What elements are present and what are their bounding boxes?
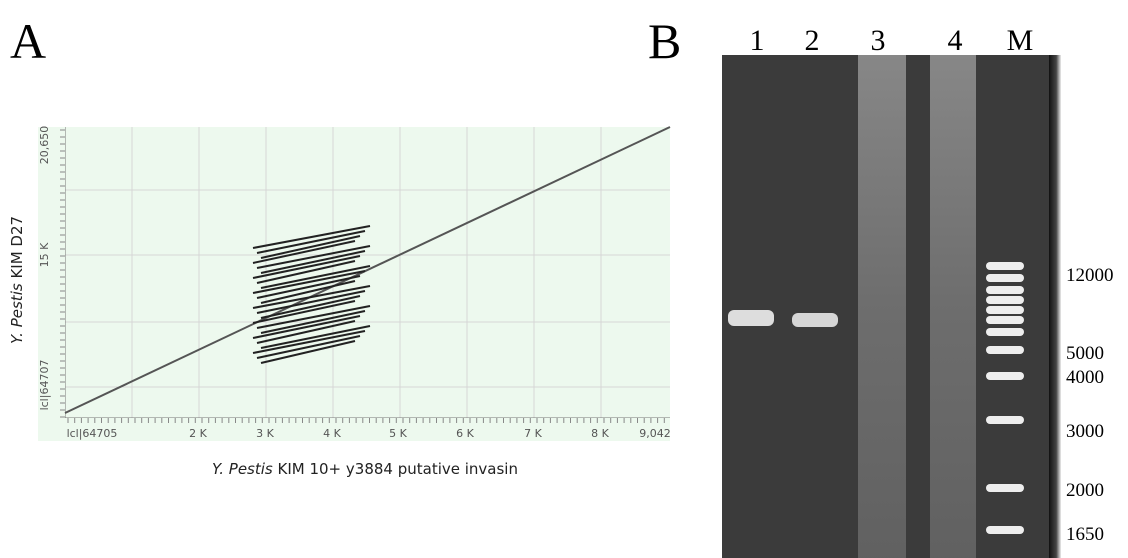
ladder-band bbox=[986, 484, 1024, 492]
hatch-line bbox=[252, 300, 356, 324]
y-tick-label: 15 K bbox=[38, 242, 51, 267]
lane-label: 2 bbox=[805, 24, 820, 57]
hatch-line bbox=[256, 275, 361, 299]
lane-label: 4 bbox=[948, 24, 963, 57]
ladder-label: 5000 bbox=[1066, 343, 1104, 364]
ladder-band bbox=[986, 274, 1024, 282]
hatch-line bbox=[260, 280, 356, 304]
hatch-line bbox=[252, 315, 361, 339]
hatch-line bbox=[260, 340, 356, 364]
hatch-line bbox=[260, 295, 361, 319]
ladder-band bbox=[986, 526, 1024, 534]
ladder-band bbox=[986, 372, 1024, 380]
hatch-line bbox=[252, 270, 366, 294]
smear-lane-3 bbox=[858, 55, 906, 558]
repeat-region bbox=[252, 225, 371, 364]
y-tick-label: lcl|64707 bbox=[38, 360, 51, 411]
ladder-band bbox=[986, 346, 1024, 354]
diagonal bbox=[64, 126, 671, 414]
hatch-line bbox=[260, 250, 366, 274]
x-tick-label: 6 K bbox=[456, 427, 474, 440]
lane-label: M bbox=[1007, 24, 1034, 57]
x-tick-label: 2 K bbox=[189, 427, 207, 440]
strain: KIM D27 bbox=[8, 216, 26, 283]
band bbox=[792, 313, 838, 327]
ladder-band bbox=[986, 328, 1024, 336]
hatch-line bbox=[260, 310, 366, 334]
hatch-line bbox=[256, 290, 366, 314]
ladder-label: 12000 bbox=[1066, 265, 1114, 286]
strain: KIM 10+ y3884 putative invasin bbox=[273, 460, 518, 478]
ladder-band bbox=[986, 262, 1024, 270]
band bbox=[728, 310, 774, 326]
hatch-line bbox=[256, 260, 356, 284]
x-tick-label: 8 K bbox=[591, 427, 609, 440]
hatch-line bbox=[260, 325, 371, 349]
ladder-band bbox=[986, 306, 1024, 314]
lane-label: 3 bbox=[871, 24, 886, 57]
ladder-band bbox=[986, 416, 1024, 424]
x-tick-label: 3 K bbox=[256, 427, 274, 440]
hatch-line bbox=[252, 285, 371, 309]
ladder-label: 1650 bbox=[1066, 524, 1104, 545]
ladder-band bbox=[986, 286, 1024, 294]
ladder-label: 3000 bbox=[1066, 421, 1104, 442]
hatch-line bbox=[260, 265, 371, 289]
y-axis-title: Y. Pestis KIM D27 bbox=[8, 216, 26, 344]
hatch-line bbox=[256, 320, 356, 344]
ladder-label: 2000 bbox=[1066, 480, 1104, 501]
hatch-line bbox=[260, 235, 361, 259]
x-tick-label: 4 K bbox=[323, 427, 341, 440]
x-axis-band bbox=[38, 418, 670, 441]
hatch-line bbox=[252, 255, 361, 279]
y-tick-label: 20,650 bbox=[38, 126, 51, 165]
ladder-band bbox=[986, 296, 1024, 304]
hatch-line bbox=[256, 245, 371, 269]
hatch-line bbox=[252, 225, 371, 249]
hatch-line bbox=[256, 230, 366, 254]
x-tick-label: 9,042 bbox=[639, 427, 671, 440]
ladder-band bbox=[986, 316, 1024, 324]
smear-lane-4 bbox=[930, 55, 976, 558]
panel-label: A bbox=[10, 13, 46, 69]
hatch-line bbox=[252, 240, 356, 264]
hatch-line bbox=[256, 305, 371, 329]
hatch-line bbox=[256, 335, 361, 359]
species: Y. Pestis bbox=[212, 460, 273, 478]
x-tick-label: 5 K bbox=[389, 427, 407, 440]
ladder bbox=[986, 262, 1024, 534]
hatch-line bbox=[252, 330, 366, 354]
x-tick-label: lcl|64705 bbox=[67, 427, 118, 440]
species: Y. Pestis bbox=[8, 283, 26, 344]
edge-strip bbox=[1049, 55, 1061, 558]
x-tick-label: 7 K bbox=[524, 427, 542, 440]
panel-label: B bbox=[648, 13, 681, 69]
ladder-label: 4000 bbox=[1066, 367, 1104, 388]
lane-label: 1 bbox=[750, 24, 765, 57]
x-axis-title: Y. Pestis KIM 10+ y3884 putative invasin bbox=[212, 460, 518, 478]
